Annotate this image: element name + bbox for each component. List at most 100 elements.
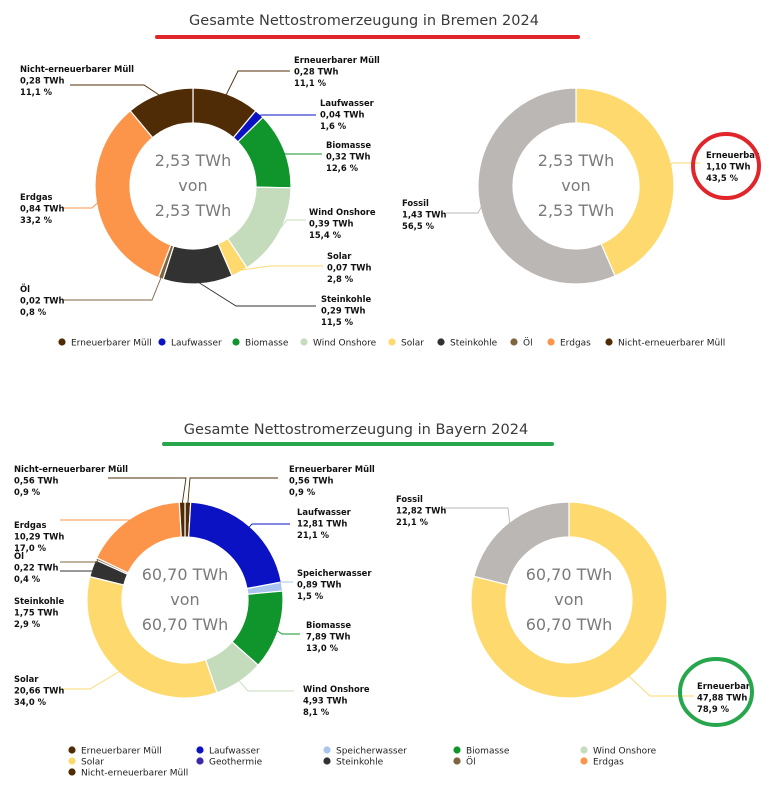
legend-item-oel[interactable]: Öl <box>466 756 476 767</box>
bayern-section: Gesamte Nettostromerzeugung in Bayern 20… <box>14 422 754 778</box>
slice-label-name: Erneuerbar <box>697 681 751 691</box>
legend-marker[interactable] <box>300 338 308 346</box>
leader-line <box>238 265 323 271</box>
slice-label-percent: 33,2 % <box>20 215 53 225</box>
slice-label-value: 47,88 TWh <box>697 693 747 703</box>
slice-solar[interactable] <box>86 575 218 699</box>
legend-item-speicherwasser[interactable]: Speicherwasser <box>336 746 407 756</box>
legend-marker[interactable] <box>58 338 66 346</box>
slice-label-value: 1,75 TWh <box>14 608 59 618</box>
legend-item-nicht-erneuerbarer-muell[interactable]: Nicht-erneuerbarer Müll <box>618 338 725 348</box>
slice-label-percent: 13,0 % <box>306 643 339 653</box>
slice-label-percent: 17,0 % <box>14 543 47 553</box>
legend-item-erdgas[interactable]: Erdgas <box>593 757 624 767</box>
legend-marker[interactable] <box>323 746 331 754</box>
center-label: 60,70 TWh <box>142 615 229 634</box>
leader-line <box>446 205 483 214</box>
legend-marker[interactable] <box>388 338 396 346</box>
legend-marker[interactable] <box>510 338 518 346</box>
leader-line <box>281 150 322 155</box>
legend-item-biomasse[interactable]: Biomasse <box>466 746 510 756</box>
legend-item-biomasse[interactable]: Biomasse <box>245 338 289 348</box>
leader-line <box>60 568 96 572</box>
leader-line <box>279 581 293 587</box>
legend-marker[interactable] <box>158 338 166 346</box>
slice-erneuerbar[interactable] <box>470 501 668 699</box>
slice-label-name: Speicherwasser <box>297 568 372 578</box>
center-label: von <box>554 590 583 609</box>
slice-label-value: 0,07 TWh <box>327 263 372 273</box>
slice-label-name: Nicht-erneuerbarer Müll <box>20 64 134 74</box>
slice-label-name: Steinkohle <box>321 294 371 304</box>
slice-label-percent: 11,1 % <box>294 78 327 88</box>
legend-marker[interactable] <box>453 746 461 754</box>
slice-label-name: Fossil <box>402 198 429 208</box>
slice-label-percent: 12,6 % <box>326 163 359 173</box>
slice-label-name: Steinkohle <box>14 596 64 606</box>
leader-line <box>64 276 162 301</box>
legend-marker[interactable] <box>68 768 76 776</box>
legend-marker[interactable] <box>196 757 204 765</box>
slice-nicht-erneuerbarer-muell[interactable] <box>178 501 186 538</box>
legend-item-wind-onshore[interactable]: Wind Onshore <box>593 746 657 756</box>
bayern-title: Gesamte Nettostromerzeugung in Bayern 20… <box>184 422 528 438</box>
bayern-share-donut: 60,70 TWh von 60,70 TWh Erneuerbar 47,88 TWh… <box>396 494 754 727</box>
slice-label-value: 0,32 TWh <box>326 152 371 162</box>
legend-item-oel[interactable]: Öl <box>523 337 533 348</box>
legend-marker[interactable] <box>580 746 588 754</box>
legend-marker[interactable] <box>323 757 331 765</box>
legend-item-steinkohle[interactable]: Steinkohle <box>450 338 498 348</box>
slice-label-value: 0,56 TWh <box>289 476 334 486</box>
legend-marker[interactable] <box>453 757 461 765</box>
slice-label-name: Erneuerbarer Müll <box>294 55 380 65</box>
leader-line <box>669 162 700 167</box>
legend-item-geothermie[interactable]: Geothermie <box>209 757 263 767</box>
legend-item-erneuerbarer-muell[interactable]: Erneuerbarer Müll <box>81 746 162 756</box>
slice-label-name: Erneuerbar <box>706 150 760 160</box>
legend-marker[interactable] <box>196 746 204 754</box>
slice-nicht-erneuerbarer-muell[interactable] <box>129 87 194 139</box>
legend-marker[interactable] <box>580 757 588 765</box>
legend-item-nicht-erneuerbarer-muell[interactable]: Nicht-erneuerbarer Müll <box>81 768 188 778</box>
slice-label-name: Solar <box>327 251 352 261</box>
legend-marker[interactable] <box>232 338 240 346</box>
slice-label-name: Wind Onshore <box>309 207 376 217</box>
slice-label-percent: 21,1 % <box>396 517 429 527</box>
legend-item-laufwasser[interactable]: Laufwasser <box>171 338 222 348</box>
bremen-legend: Erneuerbarer Müll Laufwasser Biomasse Wind … <box>58 337 725 348</box>
slice-erdgas[interactable] <box>94 109 172 279</box>
slice-label-percent: 1,5 % <box>297 591 324 601</box>
legend-item-erneuerbarer-muell[interactable]: Erneuerbarer Müll <box>71 338 152 348</box>
bayern-legend: Erneuerbarer Müll Laufwasser Speicherwasse… <box>68 746 657 778</box>
center-label: 2,53 TWh <box>155 151 231 170</box>
slice-erdgas[interactable] <box>95 501 182 574</box>
slice-label-value: 0,28 TWh <box>20 76 65 86</box>
slice-label-name: Erneuerbarer Müll <box>289 464 375 474</box>
slice-label-value: 0,04 TWh <box>320 110 365 120</box>
slice-label-value: 7,89 TWh <box>306 632 351 642</box>
legend-item-erdgas[interactable]: Erdgas <box>560 338 591 348</box>
legend-item-laufwasser[interactable]: Laufwasser <box>209 746 260 756</box>
slice-label-percent: 0,8 % <box>20 307 47 317</box>
legend-marker[interactable] <box>605 338 613 346</box>
legend-marker[interactable] <box>547 338 555 346</box>
legend-marker[interactable] <box>437 338 445 346</box>
slice-fossil[interactable] <box>473 501 570 586</box>
slice-label-value: 0,29 TWh <box>321 306 366 316</box>
legend-item-solar[interactable]: Solar <box>401 338 424 348</box>
center-label: 2,53 TWh <box>538 201 614 220</box>
leader-line <box>60 670 121 690</box>
slice-fossil[interactable] <box>477 87 616 285</box>
legend-item-solar[interactable]: Solar <box>81 757 104 767</box>
legend-item-steinkohle[interactable]: Steinkohle <box>336 757 384 767</box>
slice-label-name: Solar <box>14 674 39 684</box>
leader-line <box>225 70 290 96</box>
legend-item-wind-onshore[interactable]: Wind Onshore <box>313 338 377 348</box>
slice-label-value: 0,89 TWh <box>297 580 342 590</box>
legend-marker[interactable] <box>68 746 76 754</box>
leader-line <box>62 201 99 209</box>
leader-line <box>70 84 161 97</box>
slice-erneuerbar[interactable] <box>575 87 675 277</box>
legend-marker[interactable] <box>68 757 76 765</box>
slice-label-percent: 8,1 % <box>303 707 330 717</box>
